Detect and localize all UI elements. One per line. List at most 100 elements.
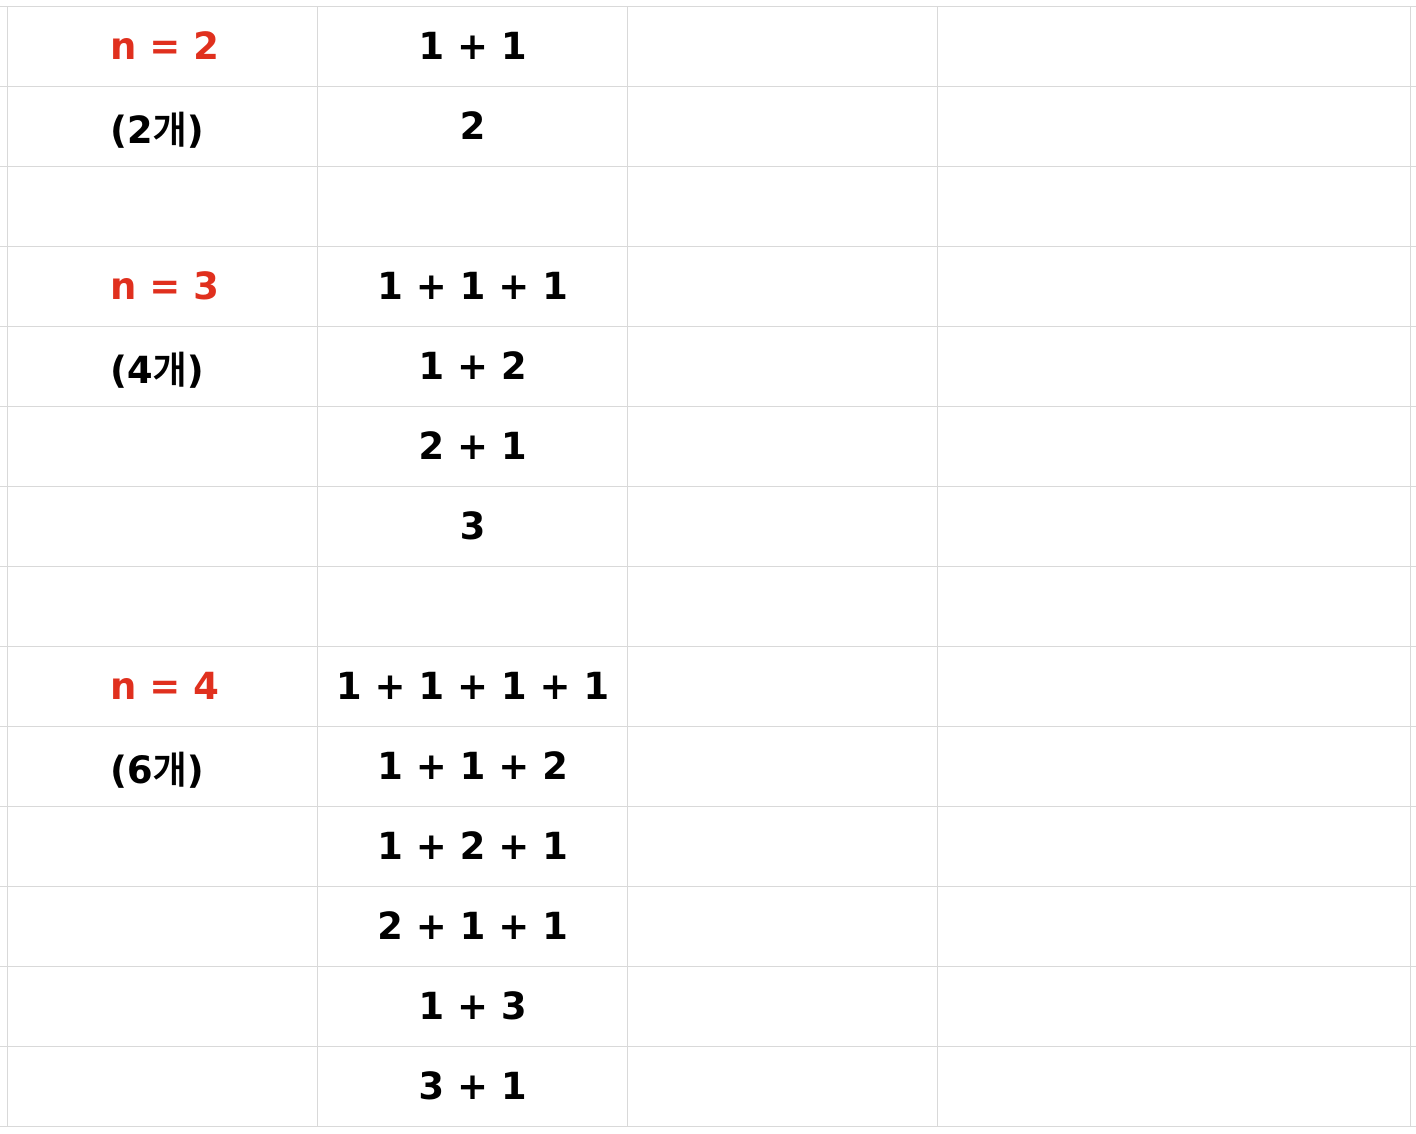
sum-text: 2 [459, 105, 486, 148]
empty-cell[interactable] [628, 647, 938, 726]
empty-cell[interactable] [938, 7, 1411, 86]
sum-cell[interactable] [318, 567, 628, 646]
empty-cell[interactable] [938, 967, 1411, 1046]
label-cell[interactable] [8, 807, 318, 886]
sum-text: 1 + 3 [418, 985, 527, 1028]
empty-cell[interactable] [938, 327, 1411, 406]
sum-cell[interactable]: 1 + 1 + 2 [318, 727, 628, 806]
row-edge-cell[interactable] [0, 807, 8, 886]
empty-cell[interactable] [628, 407, 938, 486]
label-cell[interactable]: n = 3 [8, 247, 318, 326]
row-edge-cell[interactable] [0, 647, 8, 726]
empty-cell[interactable] [628, 1047, 938, 1126]
label-cell[interactable] [8, 887, 318, 966]
row-edge-cell[interactable] [0, 727, 8, 806]
row-edge-cell[interactable] [0, 167, 8, 246]
sheet-row: 2 + 1 + 1 [0, 887, 1416, 967]
sheet-row: 1 + 3 [0, 967, 1416, 1047]
label-cell[interactable] [8, 167, 318, 246]
empty-cell[interactable] [628, 887, 938, 966]
sum-cell[interactable]: 3 [318, 487, 628, 566]
label-cell[interactable]: n = 4 [8, 647, 318, 726]
sheet-row: (4개) 1 + 2 [0, 327, 1416, 407]
sum-cell[interactable]: 2 + 1 + 1 [318, 887, 628, 966]
sheet-row: (2개) 2 [0, 87, 1416, 167]
spreadsheet-grid: n = 2 1 + 1 (2개) 2 n = 3 1 + 1 + 1 (4개) … [0, 6, 1416, 1127]
empty-cell[interactable] [628, 247, 938, 326]
empty-cell[interactable] [628, 727, 938, 806]
label-text: (2개) [110, 108, 204, 152]
row-edge-cell[interactable] [0, 1047, 8, 1126]
label-cell[interactable] [8, 487, 318, 566]
sheet-row: 3 + 1 [0, 1047, 1416, 1127]
empty-cell[interactable] [938, 807, 1411, 886]
empty-cell[interactable] [938, 487, 1411, 566]
empty-cell[interactable] [938, 87, 1411, 166]
row-edge-cell[interactable] [0, 487, 8, 566]
label-cell[interactable]: n = 2 [8, 7, 318, 86]
label-text: n = 3 [110, 265, 219, 308]
sum-cell[interactable]: 3 + 1 [318, 1047, 628, 1126]
row-edge-cell[interactable] [0, 967, 8, 1046]
sum-text: 2 + 1 + 1 [377, 905, 568, 948]
empty-cell[interactable] [938, 567, 1411, 646]
sheet-row: n = 2 1 + 1 [0, 6, 1416, 87]
empty-cell[interactable] [938, 167, 1411, 246]
sheet-row [0, 567, 1416, 647]
label-cell[interactable] [8, 967, 318, 1046]
row-edge-cell[interactable] [0, 87, 8, 166]
row-edge-cell[interactable] [0, 887, 8, 966]
sum-text: 1 + 1 + 1 [377, 265, 568, 308]
sum-cell[interactable]: 2 [318, 87, 628, 166]
empty-cell[interactable] [938, 727, 1411, 806]
empty-cell[interactable] [938, 407, 1411, 486]
label-cell[interactable] [8, 1047, 318, 1126]
row-edge-cell[interactable] [0, 327, 8, 406]
sheet-row [0, 167, 1416, 247]
sum-text: 1 + 1 + 1 + 1 [335, 665, 610, 708]
sum-cell[interactable]: 1 + 2 + 1 [318, 807, 628, 886]
sum-cell[interactable]: 2 + 1 [318, 407, 628, 486]
label-text: n = 4 [110, 665, 219, 708]
empty-cell[interactable] [938, 647, 1411, 726]
sum-cell[interactable]: 1 + 1 + 1 [318, 247, 628, 326]
empty-cell[interactable] [938, 887, 1411, 966]
sum-cell[interactable]: 1 + 1 [318, 7, 628, 86]
sum-cell[interactable]: 1 + 1 + 1 + 1 [318, 647, 628, 726]
sheet-row: 2 + 1 [0, 407, 1416, 487]
empty-cell[interactable] [628, 487, 938, 566]
row-edge-cell[interactable] [0, 247, 8, 326]
empty-cell[interactable] [628, 807, 938, 886]
empty-cell[interactable] [628, 567, 938, 646]
empty-cell[interactable] [938, 1047, 1411, 1126]
label-cell[interactable]: (2개) [8, 87, 318, 166]
sheet-row: 3 [0, 487, 1416, 567]
empty-cell[interactable] [938, 247, 1411, 326]
empty-cell[interactable] [628, 327, 938, 406]
row-edge-cell[interactable] [0, 7, 8, 86]
row-edge-cell[interactable] [0, 407, 8, 486]
sum-text: 3 + 1 [418, 1065, 527, 1108]
sheet-row: (6개) 1 + 1 + 2 [0, 727, 1416, 807]
sum-cell[interactable]: 1 + 2 [318, 327, 628, 406]
sum-text: 3 [459, 505, 486, 548]
label-text: n = 2 [110, 25, 219, 68]
sum-cell[interactable] [318, 167, 628, 246]
sum-text: 1 + 2 + 1 [377, 825, 568, 868]
sum-text: 1 + 1 [418, 25, 527, 68]
row-edge-cell[interactable] [0, 567, 8, 646]
sheet-row: 1 + 2 + 1 [0, 807, 1416, 887]
sheet-row: n = 3 1 + 1 + 1 [0, 247, 1416, 327]
label-cell[interactable]: (4개) [8, 327, 318, 406]
empty-cell[interactable] [628, 967, 938, 1046]
label-cell[interactable]: (6개) [8, 727, 318, 806]
sum-text: 1 + 1 + 2 [377, 745, 568, 788]
sum-text: 2 + 1 [418, 425, 527, 468]
label-cell[interactable] [8, 567, 318, 646]
sum-text: 1 + 2 [418, 345, 527, 388]
sum-cell[interactable]: 1 + 3 [318, 967, 628, 1046]
label-cell[interactable] [8, 407, 318, 486]
empty-cell[interactable] [628, 167, 938, 246]
empty-cell[interactable] [628, 87, 938, 166]
empty-cell[interactable] [628, 7, 938, 86]
